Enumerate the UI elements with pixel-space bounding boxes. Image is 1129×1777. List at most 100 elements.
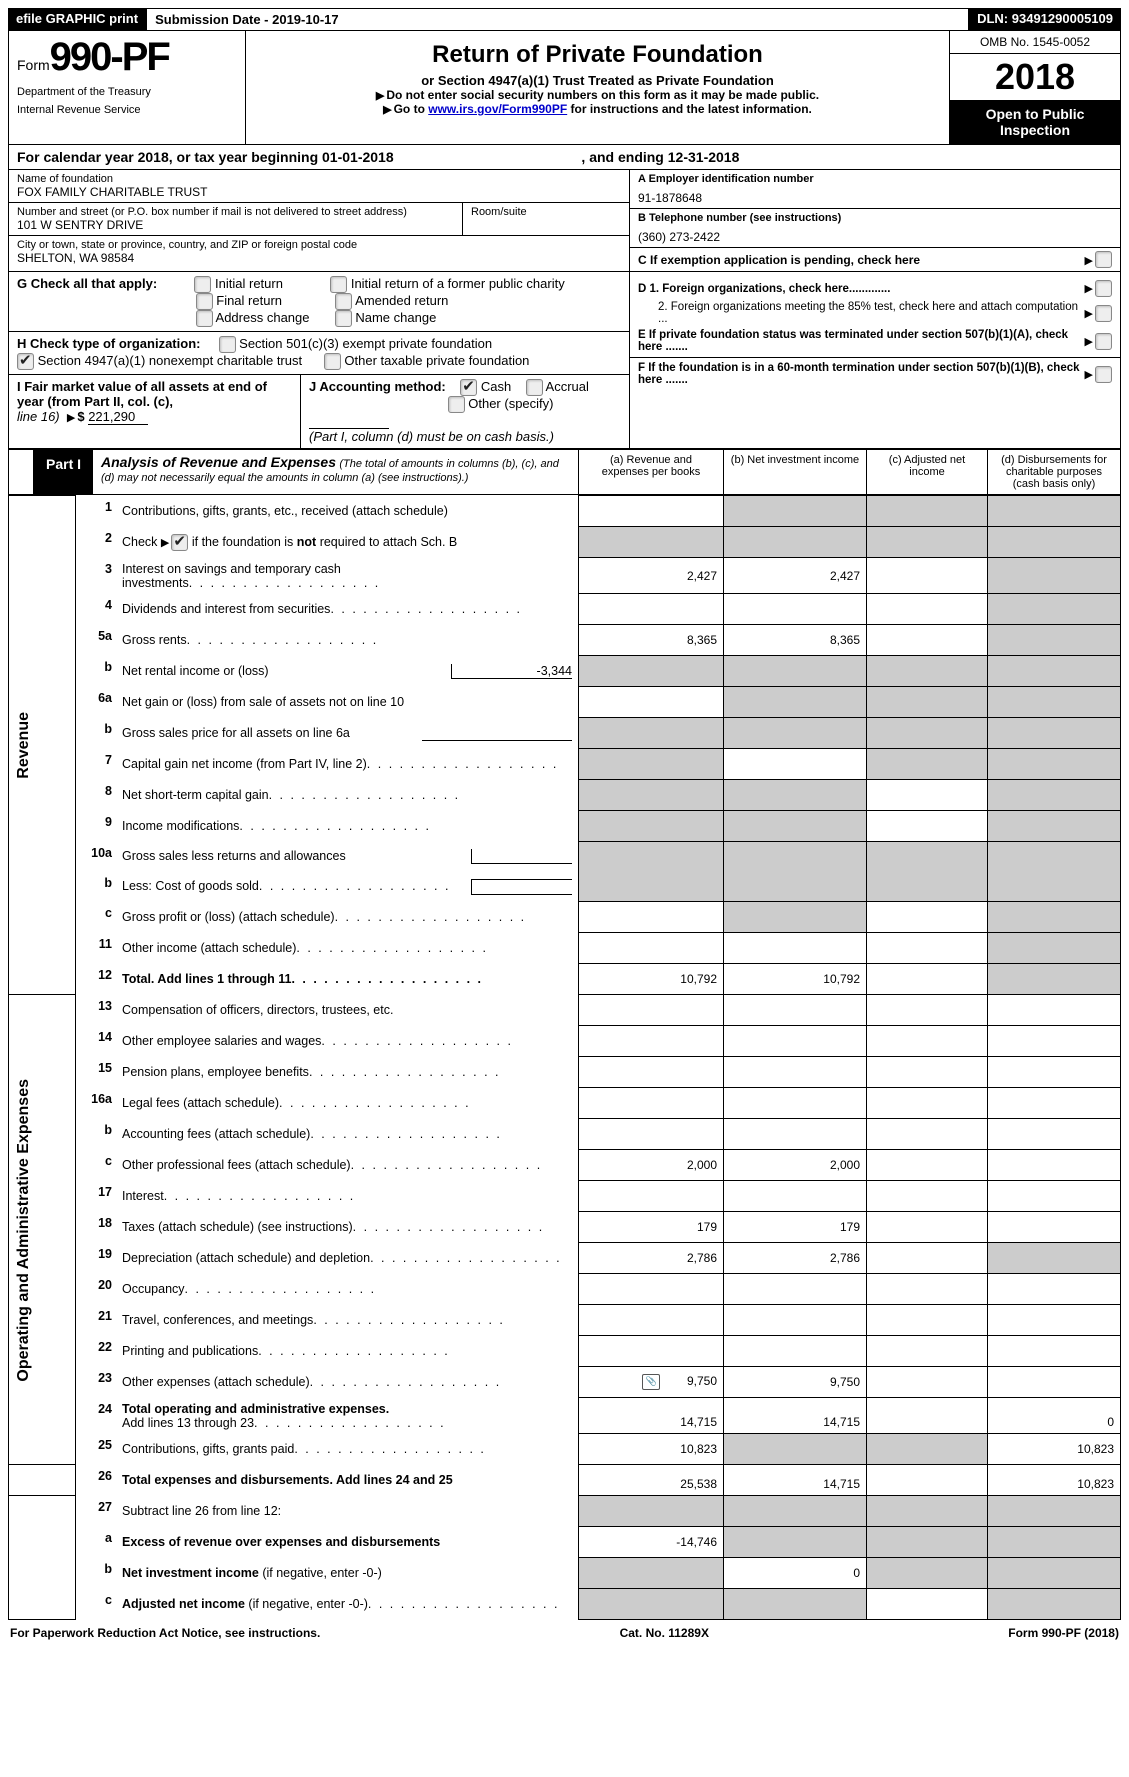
dln-cell: DLN: 93491290005109 [969,8,1121,31]
table-row: 24 Total operating and administrative ex… [9,1398,1121,1434]
table-row: 8 Net short-term capital gain [9,780,1121,811]
form-prefix: Form [17,57,50,73]
table-row: 18Taxes (attach schedule) (see instructi… [9,1212,1121,1243]
table-row: 22Printing and publications [9,1336,1121,1367]
table-row: 3 Interest on savings and temporary cash… [9,558,1121,594]
page-footer: For Paperwork Reduction Act Notice, see … [8,1620,1121,1640]
dln-label: DLN: [977,11,1012,26]
calendar-year-row: For calendar year 2018, or tax year begi… [8,145,1121,170]
table-row: 9 Income modifications [9,811,1121,842]
arrow-icon [1085,282,1095,295]
form-subtitle: or Section 4947(a)(1) Trust Treated as P… [254,73,941,88]
table-row: 6a Net gain or (loss) from sale of asset… [9,687,1121,718]
ein-cell: A Employer identification number 91-1878… [630,170,1120,209]
year-end: 12-31-2018 [668,149,740,165]
j-cell: J Accounting method: Cash Accrual Other … [301,375,629,448]
table-row: Revenue 1 Contributions, gifts, grants, … [9,496,1121,527]
table-row: 10a Gross sales less returns and allowan… [9,842,1121,872]
omb-number: OMB No. 1545-0052 [950,31,1120,54]
h-row: H Check type of organization: Section 50… [9,332,629,375]
other-taxable-checkbox[interactable] [324,353,341,370]
header-right: OMB No. 1545-0052 2018 Open to Public In… [949,31,1120,144]
part-description: Analysis of Revenue and Expenses (The to… [93,450,578,494]
public-inspection: Open to Public Inspection [950,100,1120,144]
other-method-checkbox[interactable] [448,396,465,413]
address-change-checkbox[interactable] [196,310,213,327]
form-ref: Form 990-PF (2018) [1008,1626,1119,1640]
dln-value: 93491290005109 [1012,11,1113,26]
col-a-header: (a) Revenue and expenses per books [578,450,723,494]
fmv-value: 221,290 [88,409,148,425]
table-row: 16aLegal fees (attach schedule) [9,1088,1121,1119]
form-header: Form990-PF Department of the Treasury In… [8,31,1121,145]
i-cell: I Fair market value of all assets at end… [9,375,301,448]
header-center: Return of Private Foundation or Section … [246,31,949,144]
submission-date: 2019-10-17 [272,12,339,27]
form-number-block: Form990-PF [17,35,237,80]
60month-checkbox[interactable] [1095,366,1112,383]
top-bar: efile GRAPHIC print Submission Date - 20… [8,8,1121,31]
4947a1-checkbox[interactable] [17,353,34,370]
table-row: 23Other expenses (attach schedule)📎 9,75… [9,1367,1121,1398]
instructions-link[interactable]: www.irs.gov/Form990PF [428,102,567,116]
street-cell: Number and street (or P.O. box number if… [9,203,463,235]
exemption-pending: C If exemption application is pending, c… [630,248,1120,271]
city-cell: City or town, state or province, country… [9,236,629,268]
part-label: Part I [34,450,93,494]
entity-info: Name of foundation FOX FAMILY CHARITABLE… [8,170,1121,272]
initial-return-checkbox[interactable] [194,276,211,293]
g-row: G Check all that apply: Initial return I… [9,272,629,332]
ssn-warning: Do not enter social security numbers on … [254,88,941,102]
attachment-icon[interactable]: 📎 [642,1374,660,1390]
exemption-checkbox[interactable] [1095,251,1112,268]
table-row: bAccounting fees (attach schedule) [9,1119,1121,1150]
table-row: 26 Total expenses and disbursements. Add… [9,1465,1121,1496]
submission-cell: Submission Date - 2019-10-17 [146,8,969,31]
form-number: 990-PF [50,35,169,79]
name-change-checkbox[interactable] [335,310,352,327]
foreign-85-checkbox[interactable] [1095,305,1112,322]
dept-irs: Internal Revenue Service [17,104,237,116]
table-row: 2 Check if the foundation is not require… [9,527,1121,558]
table-row: 14Other employee salaries and wages [9,1026,1121,1057]
catalog-number: Cat. No. 11289X [620,1626,709,1640]
terminated-checkbox[interactable] [1095,333,1112,350]
checkboxes-section: G Check all that apply: Initial return I… [8,272,1121,449]
table-row: 11 Other income (attach schedule) [9,933,1121,964]
tax-year: 2018 [950,54,1120,100]
year-begin: 01-01-2018 [322,149,394,165]
table-row: 19Depreciation (attach schedule) and dep… [9,1243,1121,1274]
table-row: Operating and Administrative Expenses 13… [9,995,1121,1026]
amended-return-checkbox[interactable] [335,293,352,310]
col-d-header: (d) Disbursements for charitable purpose… [987,450,1120,494]
city-state-zip: SHELTON, WA 98584 [17,251,621,265]
501c3-checkbox[interactable] [219,336,236,353]
header-left: Form990-PF Department of the Treasury In… [9,31,246,144]
column-headers: (a) Revenue and expenses per books (b) N… [578,449,1121,495]
table-row: aExcess of revenue over expenses and dis… [9,1527,1121,1558]
table-row: cAdjusted net income (if negative, enter… [9,1589,1121,1620]
paperwork-notice: For Paperwork Reduction Act Notice, see … [10,1626,320,1640]
table-row: 20Occupancy [9,1274,1121,1305]
ein: 91-1878648 [638,191,1112,205]
dept-treasury: Department of the Treasury [17,86,237,98]
table-row: b Gross sales price for all assets on li… [9,718,1121,749]
table-row: 21Travel, conferences, and meetings [9,1305,1121,1336]
revenue-side-label: Revenue [15,712,33,779]
foreign-org-checkbox[interactable] [1095,280,1112,297]
initial-former-checkbox[interactable] [330,276,347,293]
cash-checkbox[interactable] [460,379,477,396]
table-row: 7 Capital gain net income (from Part IV,… [9,749,1121,780]
arrow-icon [1085,335,1095,348]
arrow-icon [1085,368,1095,381]
sch-b-checkbox[interactable] [171,534,188,551]
table-row: bNet investment income (if negative, ent… [9,1558,1121,1589]
room-cell: Room/suite [463,203,629,235]
foundation-name: FOX FAMILY CHARITABLE TRUST [17,185,621,199]
table-row: 25Contributions, gifts, grants paid10,82… [9,1434,1121,1465]
arrow-icon [1085,253,1095,267]
street-address: 101 W SENTRY DRIVE [17,218,454,232]
form-title: Return of Private Foundation [254,41,941,69]
accrual-checkbox[interactable] [526,379,543,396]
final-return-checkbox[interactable] [196,293,213,310]
